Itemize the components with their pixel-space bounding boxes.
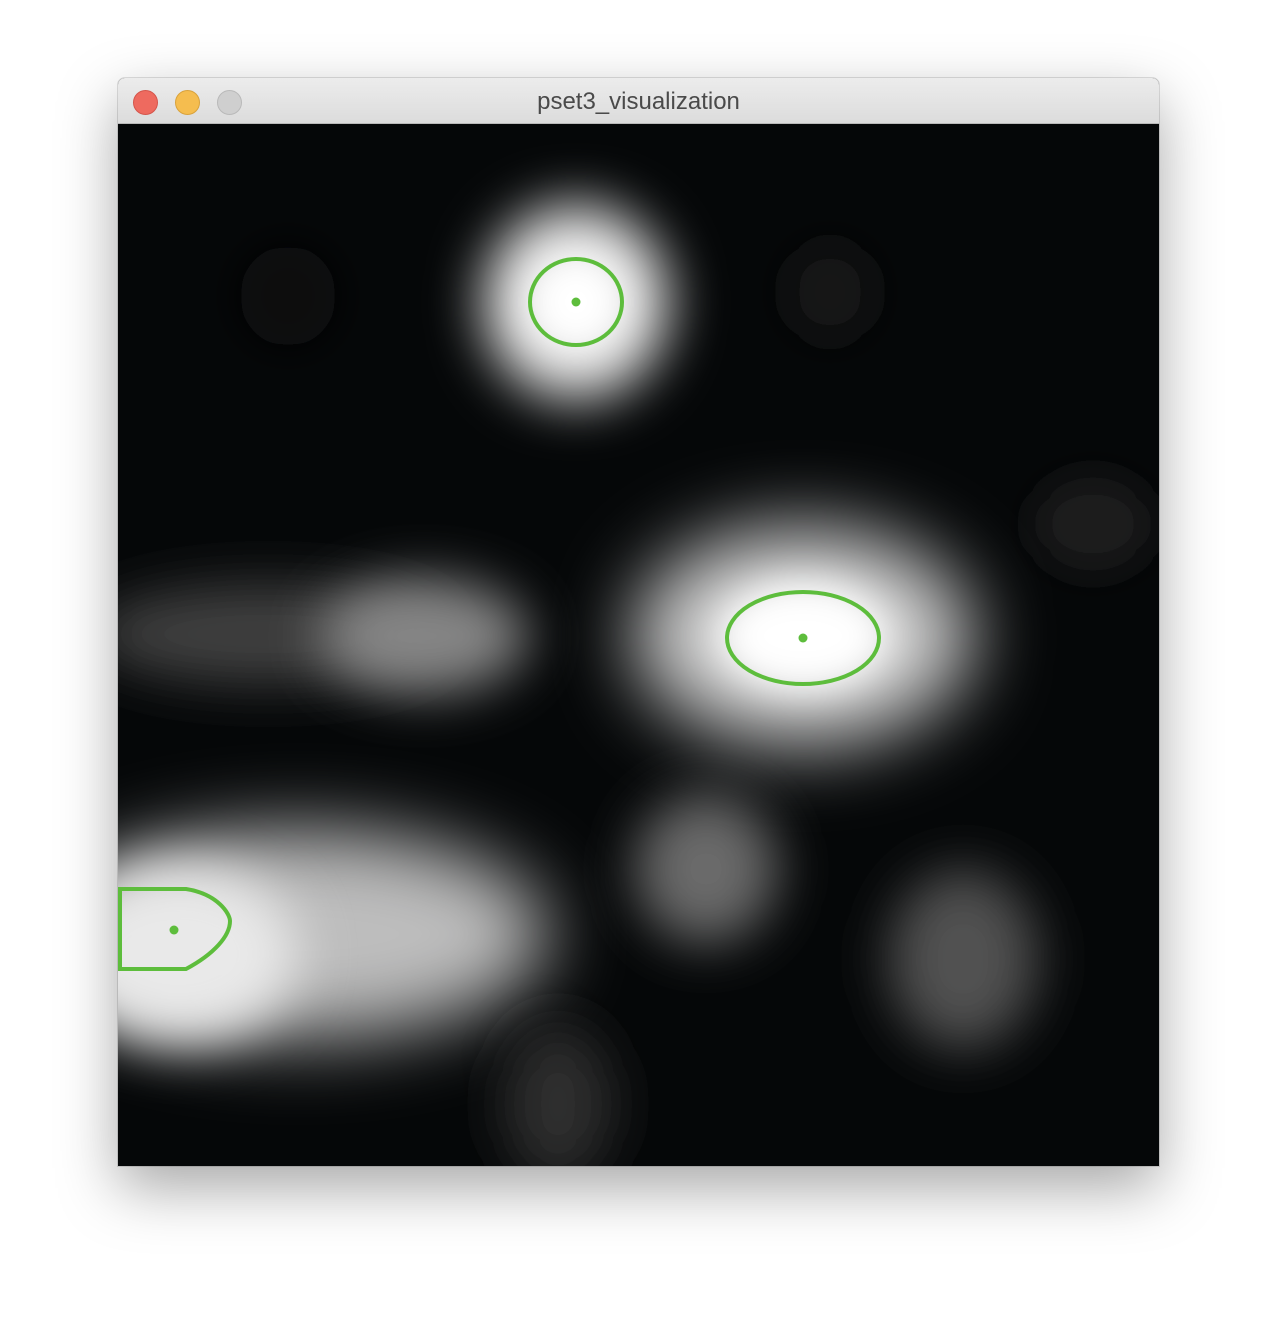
keypoint-center-right xyxy=(798,633,808,643)
app-window: pset3_visualization xyxy=(118,78,1159,1166)
window-title: pset3_visualization xyxy=(537,88,740,115)
close-button[interactable] xyxy=(133,90,158,115)
minimize-button[interactable] xyxy=(175,90,200,115)
blob-mid-gray xyxy=(634,794,778,944)
zoom-button[interactable] xyxy=(217,90,242,115)
blob-faint-upper-right xyxy=(786,244,874,340)
blob-faint-upper-left xyxy=(240,246,336,346)
window-titlebar[interactable]: pset3_visualization xyxy=(118,78,1159,124)
keypoint-contour-left xyxy=(118,887,233,971)
heatmap-svg xyxy=(118,124,1159,1166)
keypoint-center-top xyxy=(571,297,581,307)
keypoint-contour-right xyxy=(725,590,881,686)
blob-right-gray xyxy=(888,869,1038,1049)
blob-bottom-streak xyxy=(503,1024,613,1166)
blob-band-center xyxy=(319,578,529,694)
visualization-canvas xyxy=(118,124,1159,1166)
keypoint-contour-top xyxy=(528,257,624,347)
keypoint-center-left xyxy=(169,925,179,935)
blob-faint-right xyxy=(1033,476,1153,572)
